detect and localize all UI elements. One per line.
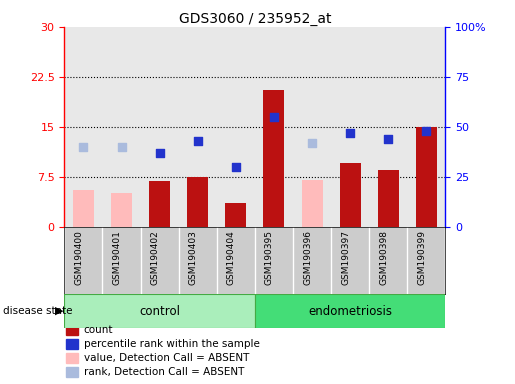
Point (194, 137, 202, 144)
Bar (66, 325, 78, 335)
Bar (264, 90, 284, 227)
Point (232, 164, 240, 170)
Bar (416, 127, 437, 227)
Point (308, 140, 316, 146)
Text: control: control (139, 305, 180, 318)
Bar (66, 367, 78, 377)
Bar (66, 339, 78, 349)
Text: endometriosis: endometriosis (308, 305, 392, 318)
Text: ▶: ▶ (55, 306, 63, 316)
Point (156, 150, 164, 156)
Text: percentile rank within the sample: percentile rank within the sample (83, 339, 260, 349)
Bar (226, 203, 246, 227)
Text: GSM190396: GSM190396 (303, 230, 312, 285)
Point (117, 144, 126, 150)
Title: GDS3060 / 235952_at: GDS3060 / 235952_at (179, 12, 331, 26)
Text: count: count (83, 325, 113, 335)
Text: GSM190403: GSM190403 (189, 230, 198, 285)
Bar (111, 193, 132, 227)
Bar (378, 170, 399, 227)
Point (422, 127, 431, 134)
Text: GSM190399: GSM190399 (418, 230, 426, 285)
Bar (149, 181, 170, 227)
Text: GSM190401: GSM190401 (113, 230, 122, 285)
Text: value, Detection Call = ABSENT: value, Detection Call = ABSENT (83, 353, 249, 363)
Bar (302, 180, 322, 227)
Point (384, 136, 392, 142)
Point (270, 114, 278, 120)
Text: rank, Detection Call = ABSENT: rank, Detection Call = ABSENT (83, 367, 244, 377)
Bar (340, 163, 360, 227)
Text: GSM190398: GSM190398 (380, 230, 388, 285)
Bar (73, 190, 94, 227)
Bar (66, 353, 78, 363)
Bar (187, 177, 208, 227)
FancyBboxPatch shape (255, 294, 445, 328)
FancyBboxPatch shape (64, 294, 255, 328)
Text: GSM190400: GSM190400 (75, 230, 83, 285)
Text: GSM190404: GSM190404 (227, 230, 236, 285)
Point (346, 130, 354, 136)
Text: GSM190397: GSM190397 (341, 230, 350, 285)
Point (79, 144, 88, 150)
Text: GSM190402: GSM190402 (151, 230, 160, 285)
Text: GSM190395: GSM190395 (265, 230, 274, 285)
Text: disease state: disease state (3, 306, 72, 316)
